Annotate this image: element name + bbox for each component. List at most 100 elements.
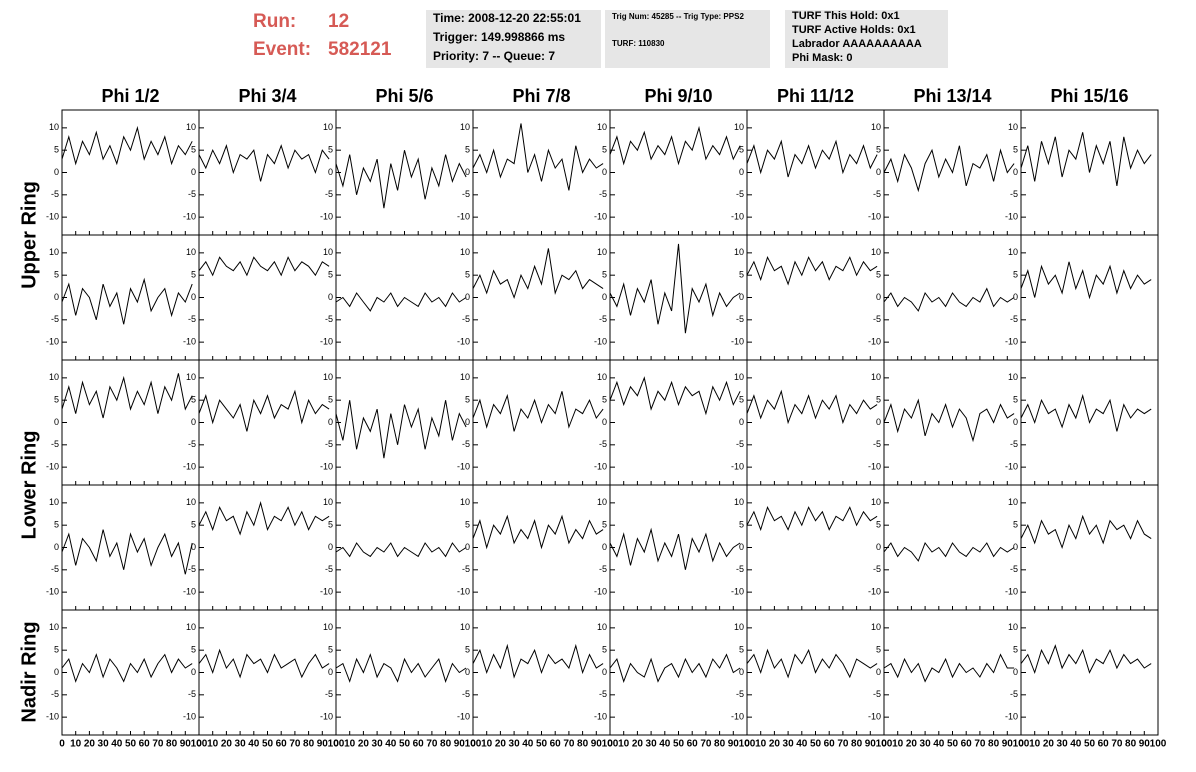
y-tick-label: -10 <box>457 212 470 222</box>
y-tick-label: 10 <box>49 622 59 632</box>
y-tick-label: -5 <box>462 314 470 324</box>
y-tick-label: 0 <box>191 292 196 302</box>
y-tick-label: 10 <box>323 122 333 132</box>
x-tick-label: 70 <box>837 739 849 750</box>
y-tick-label: 0 <box>54 542 59 552</box>
waveform <box>1020 393 1152 432</box>
y-tick-label: 0 <box>465 667 470 677</box>
y-tick-label: -10 <box>183 587 196 597</box>
column-label: Phi 7/8 <box>512 86 570 106</box>
y-tick-label: 10 <box>49 372 59 382</box>
y-tick-label: -10 <box>320 587 333 597</box>
y-tick-label: -10 <box>183 462 196 472</box>
y-tick-label: 0 <box>465 417 470 427</box>
y-tick-label: -5 <box>188 689 196 699</box>
y-tick-label: -5 <box>325 314 333 324</box>
y-tick-label: -10 <box>594 462 607 472</box>
y-tick-label: 5 <box>602 145 607 155</box>
y-tick-label: 0 <box>602 667 607 677</box>
y-tick-label: -10 <box>46 462 59 472</box>
y-tick-label: 5 <box>465 145 470 155</box>
y-tick-label: -10 <box>320 212 333 222</box>
y-tick-label: -5 <box>736 689 744 699</box>
x-tick-label: 100 <box>328 739 345 750</box>
y-tick-label: -10 <box>594 587 607 597</box>
y-tick-label: 5 <box>1013 270 1018 280</box>
waveform <box>198 256 330 277</box>
waveform <box>1020 644 1152 675</box>
x-tick-label: 90 <box>454 739 466 750</box>
y-tick-label: 5 <box>739 520 744 530</box>
event-number: 582121 <box>328 39 392 60</box>
waveform <box>472 514 604 550</box>
x-tick-label: 90 <box>591 739 603 750</box>
y-tick-label: -10 <box>320 712 333 722</box>
y-tick-label: -5 <box>462 189 470 199</box>
y-tick-label: -10 <box>594 212 607 222</box>
waveform <box>472 123 604 191</box>
x-tick-label: 70 <box>700 739 712 750</box>
info-text: TURF Active Holds: 0x1 <box>792 24 916 36</box>
y-tick-label: 0 <box>465 167 470 177</box>
y-tick-label: 10 <box>460 372 470 382</box>
y-tick-label: 10 <box>460 122 470 132</box>
y-tick-label: -5 <box>599 314 607 324</box>
y-tick-label: -5 <box>1010 564 1018 574</box>
y-tick-label: -5 <box>462 689 470 699</box>
y-tick-label: 0 <box>328 417 333 427</box>
y-tick-label: -10 <box>183 712 196 722</box>
panel-frame <box>61 234 200 361</box>
y-tick-label: 0 <box>876 167 881 177</box>
waveform <box>61 529 193 575</box>
x-tick-label: 80 <box>714 739 726 750</box>
x-tick-label: 10 <box>70 739 82 750</box>
y-tick-label: 5 <box>191 270 196 280</box>
panel-frame <box>1020 484 1159 611</box>
x-tick-label: 20 <box>221 739 233 750</box>
y-tick-label: 5 <box>465 270 470 280</box>
y-tick-label: -5 <box>325 564 333 574</box>
x-tick-label: 10 <box>481 739 493 750</box>
y-tick-label: 5 <box>328 520 333 530</box>
x-tick-label: 80 <box>577 739 589 750</box>
y-tick-label: -5 <box>599 189 607 199</box>
x-tick-label: 40 <box>111 739 123 750</box>
panel-frame <box>61 109 200 236</box>
x-tick-label: 70 <box>152 739 164 750</box>
panel-frame <box>746 234 885 361</box>
panel-frame <box>609 609 748 736</box>
y-tick-label: 10 <box>460 622 470 632</box>
x-tick-label: 20 <box>1043 739 1055 750</box>
event-label: Event: <box>253 39 311 60</box>
y-tick-label: 5 <box>328 395 333 405</box>
waveform <box>883 287 1015 312</box>
y-tick-label: 10 <box>871 372 881 382</box>
column-label: Phi 9/10 <box>644 86 712 106</box>
waveform <box>609 653 741 683</box>
panel-frame <box>609 359 748 486</box>
waveform <box>198 144 330 182</box>
y-tick-label: 10 <box>1008 497 1018 507</box>
y-tick-label: 0 <box>739 542 744 552</box>
waveform <box>61 277 193 325</box>
y-tick-label: -10 <box>731 337 744 347</box>
panel-frame <box>472 109 611 236</box>
y-tick-label: 10 <box>49 247 59 257</box>
x-tick-label: 40 <box>933 739 945 750</box>
info-text: Labrador AAAAAAAAAA <box>792 38 922 50</box>
info-text: TURF: 110830 <box>612 39 665 48</box>
x-tick-label: 70 <box>974 739 986 750</box>
y-tick-label: 5 <box>876 520 881 530</box>
x-tick-label: 20 <box>906 739 918 750</box>
panel-frame <box>198 484 337 611</box>
x-tick-label: 50 <box>262 739 274 750</box>
info-box <box>426 10 601 68</box>
info-box <box>785 10 948 68</box>
y-tick-label: 5 <box>191 145 196 155</box>
y-tick-label: -5 <box>873 314 881 324</box>
x-tick-label: 50 <box>673 739 685 750</box>
y-tick-label: -5 <box>51 189 59 199</box>
y-tick-label: -5 <box>51 314 59 324</box>
y-tick-label: -5 <box>599 689 607 699</box>
panel-frame <box>335 359 474 486</box>
